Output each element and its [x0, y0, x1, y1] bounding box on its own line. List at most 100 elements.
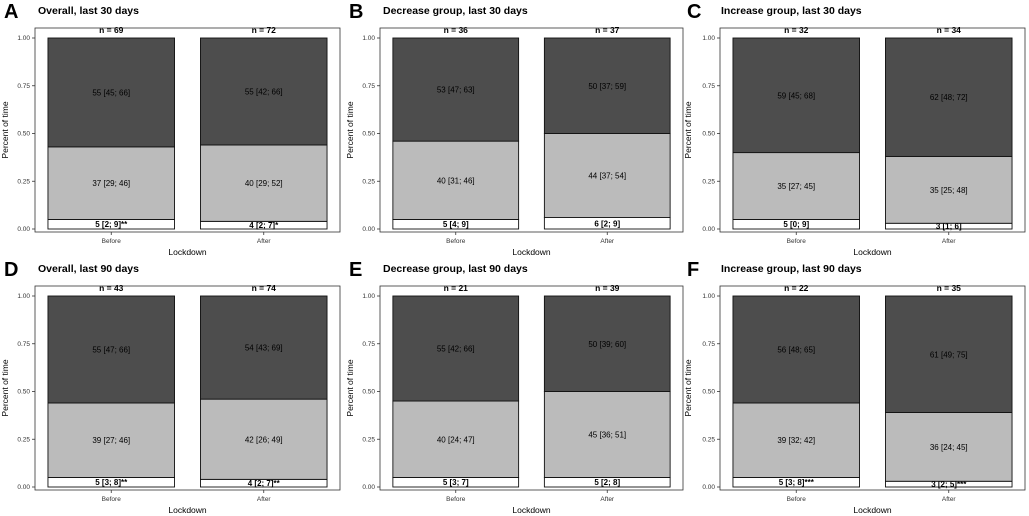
- bar-n-label: n = 32: [784, 25, 809, 35]
- y-axis-title: Percent of time: [0, 101, 10, 158]
- bar-n-label: n = 74: [252, 283, 277, 293]
- x-axis-title: Lockdown: [168, 247, 207, 257]
- bar-segment-label: 50 [39; 60]: [588, 340, 626, 349]
- plot-border: [719, 27, 1026, 233]
- y-tick-label: 1.00: [362, 35, 375, 42]
- y-tick-label: 0.50: [362, 131, 375, 138]
- chart-panel-a: A Overall, last 30 days 0.00 0.25 0.50 0.75 1.…: [0, 1, 341, 257]
- y-tick-label: 0.75: [702, 83, 715, 90]
- bar-segment-label: 5 [2; 8]: [594, 478, 620, 487]
- x-tick-label: After: [600, 496, 615, 503]
- x-axis-title: Lockdown: [512, 505, 551, 515]
- x-tick-label: After: [600, 238, 615, 245]
- plot-border: [379, 285, 684, 491]
- bar-segment-label: 39 [27; 46]: [92, 436, 130, 445]
- bar-n-label: n = 35: [937, 283, 962, 293]
- bar-n-label: n = 43: [99, 283, 124, 293]
- bar-segment-top-before: [732, 295, 860, 404]
- y-tick-label: 0.25: [702, 436, 715, 443]
- plot-border: [379, 27, 684, 233]
- panel-title: Decrease group, last 30 days: [383, 5, 528, 17]
- bar-segment-label: 5 [4; 9]: [443, 220, 469, 229]
- y-tick-label: 0.75: [362, 83, 375, 90]
- y-tick-label: 0.50: [17, 389, 30, 396]
- chart-panel-c: C Increase group, last 30 days 0.00 0.25 0.5…: [683, 1, 1026, 257]
- y-tick-label: 0.25: [362, 436, 375, 443]
- bar-segment-label: 61 [49; 75]: [930, 350, 968, 359]
- bar-segment-label: 5 [0; 9]: [783, 220, 809, 229]
- y-tick-label: 0.75: [17, 83, 30, 90]
- x-tick-label: After: [257, 238, 272, 245]
- y-tick-label: 0.75: [702, 341, 715, 348]
- x-tick-label: Before: [787, 496, 807, 503]
- x-tick-label: Before: [787, 238, 807, 245]
- bar-segment-top-before: [392, 37, 520, 142]
- y-tick-label: 1.00: [17, 35, 30, 42]
- bar-segment-top-after: [543, 37, 671, 134]
- y-tick-label: 0.00: [702, 484, 715, 491]
- bar-n-label: n = 69: [99, 25, 124, 35]
- bar-segment-label: 37 [29; 46]: [92, 179, 130, 188]
- bar-segment-top-after: [543, 295, 671, 392]
- panel-title: Overall, last 30 days: [38, 5, 139, 17]
- x-axis-title: Lockdown: [853, 247, 892, 257]
- bar-segment-label: 6 [2; 9]: [594, 219, 620, 228]
- bar-segment-label: 3 [1; 6]: [936, 222, 962, 231]
- chart-panel-d: D Overall, last 90 days 0.00 0.25 0.50 0.75 1.…: [0, 259, 341, 515]
- bar-segment-label: 40 [24; 47]: [437, 435, 475, 444]
- y-axis-title: Percent of time: [0, 359, 10, 416]
- y-tick-label: 0.00: [17, 226, 30, 233]
- bar-segment-middle-before: [47, 402, 175, 478]
- bar-segment-middle-after: [200, 144, 328, 222]
- y-tick-label: 0.25: [362, 178, 375, 185]
- y-tick-label: 0.00: [362, 226, 375, 233]
- bar-segment-label: 55 [42; 66]: [245, 87, 283, 96]
- bar-segment-label: 40 [31; 46]: [437, 176, 475, 185]
- bar-segment-label: 42 [26; 49]: [245, 435, 283, 444]
- bar-segment-middle-before: [392, 400, 520, 478]
- bar-segment-label: 59 [45; 68]: [777, 91, 815, 100]
- x-axis-title: Lockdown: [168, 505, 207, 515]
- chart-panel-e: E Decrease group, last 90 days 0.00 0.25 0.5…: [345, 259, 684, 515]
- bar-segment-label: 5 [3; 8]***: [779, 478, 815, 487]
- bar-segment-middle-after: [885, 155, 1013, 224]
- chart-panel-b: B Decrease group, last 30 days 0.00 0.25 0.5…: [345, 1, 684, 257]
- bar-segment-top-before: [392, 295, 520, 402]
- x-axis-title: Lockdown: [512, 247, 551, 257]
- bar-segment-label: 5 [2; 9]**: [95, 220, 128, 229]
- bar-n-label: n = 37: [595, 25, 620, 35]
- bar-segment-label: 45 [36; 51]: [588, 430, 626, 439]
- bar-segment-label: 40 [29; 52]: [245, 179, 283, 188]
- y-tick-label: 0.00: [17, 484, 30, 491]
- x-tick-label: Before: [102, 496, 122, 503]
- x-tick-label: After: [942, 496, 957, 503]
- bar-segment-label: 5 [3; 7]: [443, 478, 469, 487]
- panel-title: Overall, last 90 days: [38, 263, 139, 275]
- x-tick-label: Before: [446, 496, 466, 503]
- bar-segment-top-after: [885, 295, 1013, 413]
- bar-segment-label: 39 [32; 42]: [777, 436, 815, 445]
- bar-segment-label: 55 [45; 66]: [92, 88, 130, 97]
- panel-letter: B: [349, 1, 363, 23]
- bar-segment-label: 44 [37; 54]: [588, 172, 626, 181]
- plot-border: [719, 285, 1026, 491]
- chart-panel-f: F Increase group, last 90 days 0.00 0.25 0.5…: [683, 259, 1026, 515]
- bar-segment-label: 50 [37; 59]: [588, 82, 626, 91]
- y-tick-label: 1.00: [362, 293, 375, 300]
- y-tick-label: 0.25: [702, 178, 715, 185]
- bar-n-label: n = 34: [937, 25, 962, 35]
- bar-segment-label: 55 [47; 66]: [92, 345, 130, 354]
- panel-title: Decrease group, last 90 days: [383, 263, 528, 275]
- x-tick-label: Before: [446, 238, 466, 245]
- y-tick-label: 0.50: [702, 389, 715, 396]
- plot-border: [34, 285, 341, 491]
- bar-segment-label: 62 [48; 72]: [930, 93, 968, 102]
- panel-title: Increase group, last 90 days: [721, 263, 862, 275]
- bar-segment-label: 5 [3; 8]**: [95, 478, 128, 487]
- bar-segment-top-after: [885, 37, 1013, 157]
- bar-segment-label: 36 [24; 45]: [930, 443, 968, 452]
- bar-n-label: n = 21: [444, 283, 469, 293]
- bar-segment-middle-after: [885, 412, 1013, 482]
- x-tick-label: After: [257, 496, 272, 503]
- bar-n-label: n = 36: [444, 25, 469, 35]
